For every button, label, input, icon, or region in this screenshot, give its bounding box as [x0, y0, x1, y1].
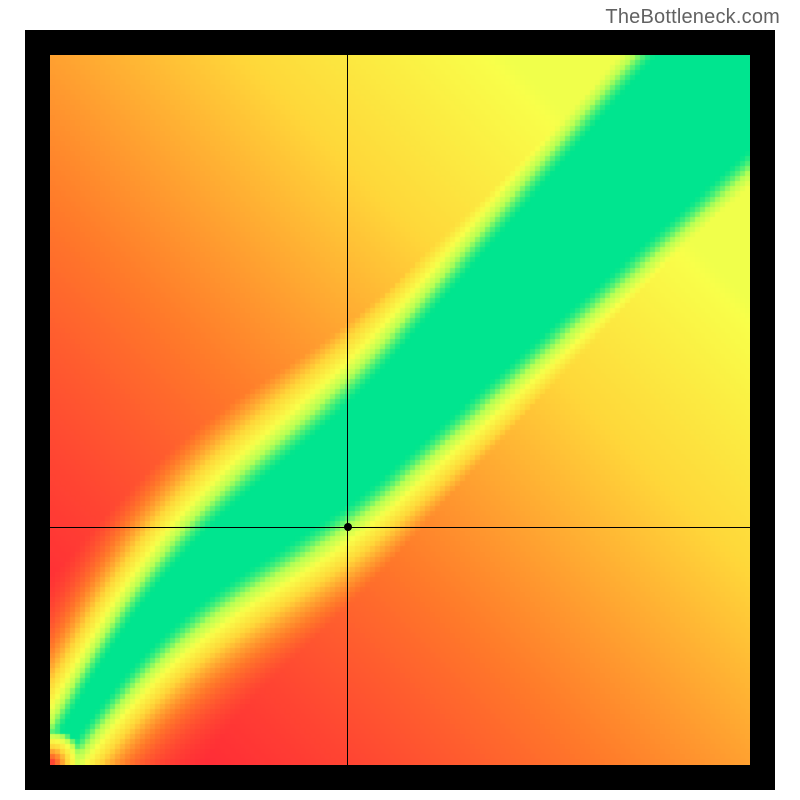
- crosshair-horizontal: [50, 527, 750, 528]
- crosshair-marker: [344, 523, 352, 531]
- figure-container: TheBottleneck.com: [0, 0, 800, 800]
- watermark-text: TheBottleneck.com: [605, 6, 780, 29]
- crosshair-vertical: [347, 55, 348, 765]
- heatmap-canvas: [50, 55, 750, 765]
